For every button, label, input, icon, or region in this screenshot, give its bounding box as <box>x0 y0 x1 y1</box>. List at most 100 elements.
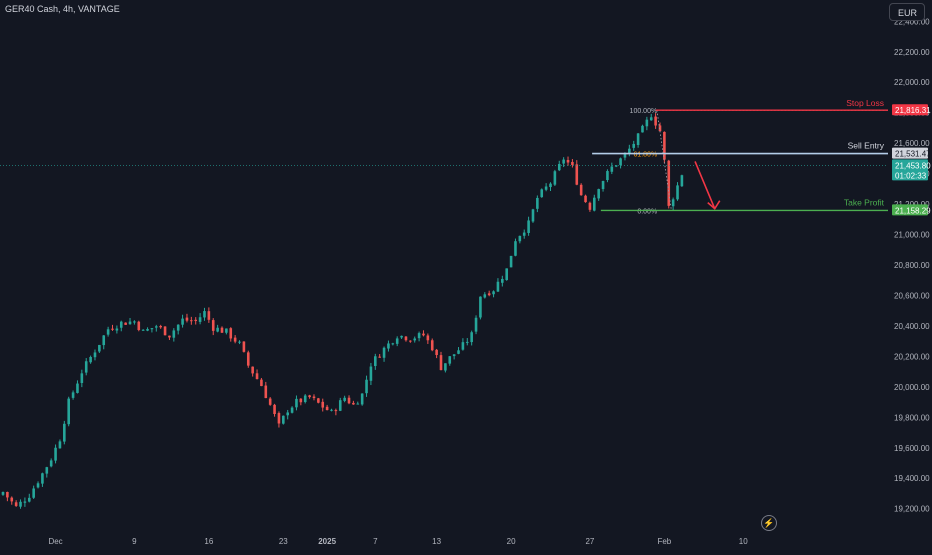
candle-body <box>444 363 447 371</box>
candle-body <box>404 336 408 341</box>
candle-body <box>286 412 289 416</box>
candle <box>601 180 605 192</box>
y-tick-label: 19,800.00 <box>894 413 930 422</box>
candle <box>229 327 233 342</box>
candle-body <box>93 352 97 358</box>
candle <box>295 395 298 411</box>
candle <box>49 458 53 468</box>
candle <box>290 406 294 414</box>
candle-body <box>382 347 386 358</box>
candle-body <box>176 324 180 331</box>
candle-body <box>365 379 368 394</box>
candle <box>610 162 614 175</box>
candle-body <box>632 143 636 148</box>
take-profit-label: Take Profit <box>844 197 885 207</box>
candle <box>479 296 482 320</box>
candle <box>501 275 504 287</box>
candle <box>255 369 259 380</box>
candle <box>198 313 202 325</box>
candle-body <box>133 321 136 323</box>
x-tick-label: Dec <box>48 537 62 546</box>
candle <box>540 188 544 198</box>
currency-button[interactable]: EUR <box>889 3 925 21</box>
candle <box>593 194 596 212</box>
candle-body <box>430 340 434 351</box>
lightning-icon[interactable]: ⚡ <box>761 515 777 531</box>
y-tick-label: 20,800.00 <box>894 261 930 270</box>
candle <box>155 324 158 332</box>
candle-body <box>536 197 539 209</box>
candle <box>203 307 206 321</box>
candle-body <box>417 333 421 339</box>
candle-body <box>299 398 303 403</box>
candle-body <box>527 220 530 233</box>
candle <box>80 369 84 388</box>
candle-body <box>606 171 609 181</box>
candle-body <box>330 409 333 411</box>
candle-body <box>14 502 18 506</box>
candle <box>238 340 241 345</box>
candle-body <box>84 361 88 373</box>
candle <box>663 131 666 164</box>
candle-body <box>352 402 355 405</box>
candle <box>527 216 530 236</box>
candle-body <box>58 441 62 449</box>
candle-body <box>225 328 228 333</box>
candle-body <box>36 483 40 488</box>
candle-body <box>163 326 167 336</box>
candle-body <box>102 335 106 346</box>
candle <box>225 328 228 335</box>
candle <box>303 394 307 404</box>
candle-body <box>203 311 206 318</box>
candle-body <box>636 133 640 146</box>
candle-body <box>579 184 583 196</box>
candle <box>14 500 18 507</box>
candle <box>207 307 211 323</box>
price-tags: 21,816.3121,531.4721,453.8001:02:3321,15… <box>892 104 931 216</box>
time-axis: Dec 9 16 23 2025 7 13 20 27 Feb 10 <box>48 537 748 546</box>
candle-body <box>378 356 381 358</box>
candle <box>430 338 434 352</box>
candle <box>448 356 452 366</box>
candle-body <box>185 317 189 321</box>
y-tick-label: 21,000.00 <box>894 231 930 240</box>
y-tick-label: 20,000.00 <box>894 383 930 392</box>
candle <box>676 182 679 201</box>
candle <box>312 394 316 401</box>
candle <box>54 444 57 464</box>
candle-body <box>496 281 500 292</box>
candle <box>32 485 35 499</box>
candle-body <box>290 407 294 413</box>
candle-body <box>501 278 504 283</box>
candle-body <box>575 164 579 185</box>
candle-body <box>211 320 215 331</box>
candle-body <box>282 415 285 424</box>
candle-body <box>273 404 276 415</box>
candle <box>338 397 342 412</box>
candle <box>483 292 487 299</box>
candle-body <box>251 366 254 374</box>
candle <box>98 344 101 354</box>
candle <box>27 493 31 503</box>
candle-body <box>67 398 70 425</box>
stop-loss-price-tag: 21,816.31 <box>892 104 931 116</box>
candle <box>562 157 565 168</box>
candle <box>146 327 149 332</box>
candle <box>1 491 5 496</box>
candle <box>115 325 119 334</box>
fib-level-label: 0.00% <box>637 208 657 215</box>
candle-body <box>658 125 662 132</box>
fib-trend-line <box>656 110 672 211</box>
candle <box>321 398 325 412</box>
candle-body <box>146 329 149 331</box>
candle-body <box>514 241 517 256</box>
x-tick-label: 16 <box>204 537 213 546</box>
candle-body <box>255 373 259 380</box>
candle <box>260 377 263 387</box>
candle-body <box>198 317 202 322</box>
candle <box>619 157 622 169</box>
candle <box>286 409 289 420</box>
candle-body <box>435 349 438 356</box>
